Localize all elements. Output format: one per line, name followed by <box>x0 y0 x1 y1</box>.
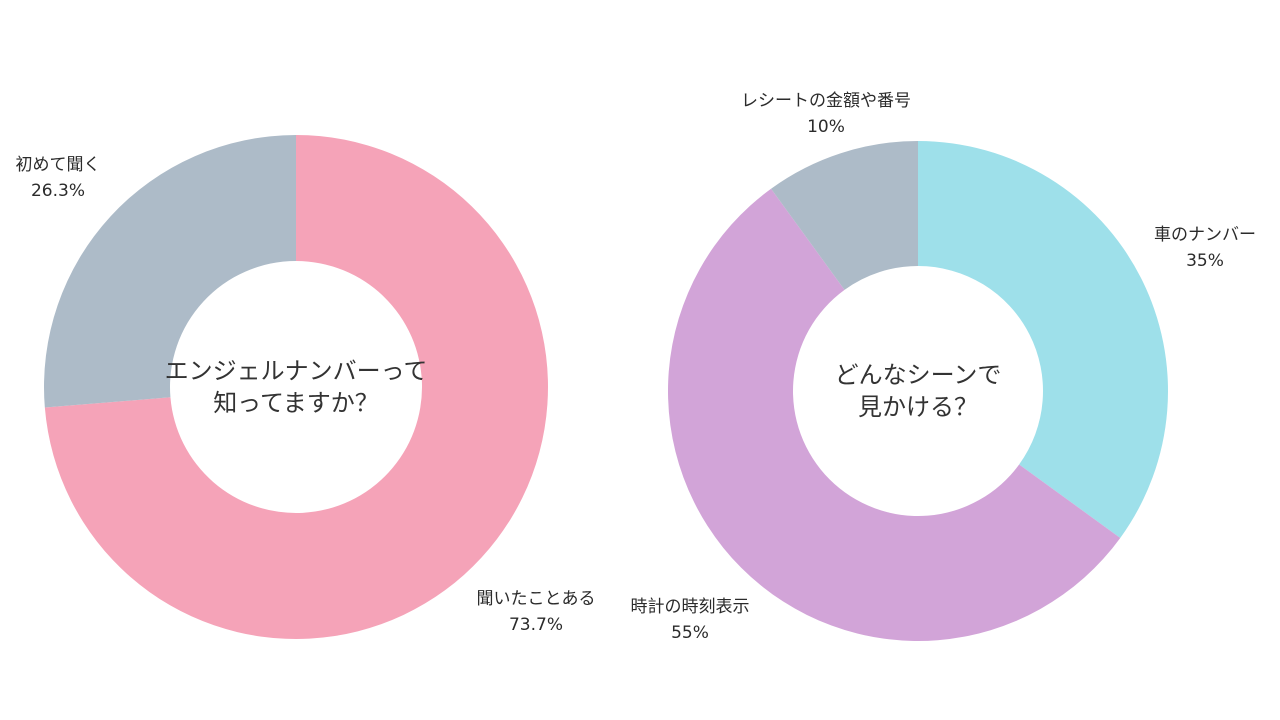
donut-slice <box>771 141 918 290</box>
slice-category-label: 時計の時刻表示 <box>631 597 750 617</box>
donut-center-text: 見かける？ <box>858 393 978 421</box>
slice-category-label: 聞いたことある <box>477 589 596 609</box>
donut-slice <box>668 188 1121 641</box>
slice-category-label: 車のナンバー <box>1154 225 1256 245</box>
slice-value-label: 26.3% <box>31 181 85 201</box>
donut-slice <box>44 135 297 408</box>
donut-center-text: エンジェルナンバーって <box>165 357 428 385</box>
donut-center-text: 知ってますか？ <box>213 389 379 417</box>
slice-category-label: レシートの金額や番号 <box>741 91 911 111</box>
donut-slice <box>44 135 549 640</box>
donut-center-text: どんなシーンで <box>835 361 1002 389</box>
slice-category-label: 初めて聞く <box>16 155 101 175</box>
donut-slice <box>918 141 1168 538</box>
slice-value-label: 73.7% <box>509 615 563 635</box>
donut-chart-scenes: 車のナンバー 35% 時計の時刻表示 55% レシートの金額や番号 10% どんなシーンで見… <box>631 91 1257 643</box>
slice-value-label: 35% <box>1186 251 1224 271</box>
slice-value-label: 10% <box>807 117 845 137</box>
slice-value-label: 55% <box>671 623 709 643</box>
